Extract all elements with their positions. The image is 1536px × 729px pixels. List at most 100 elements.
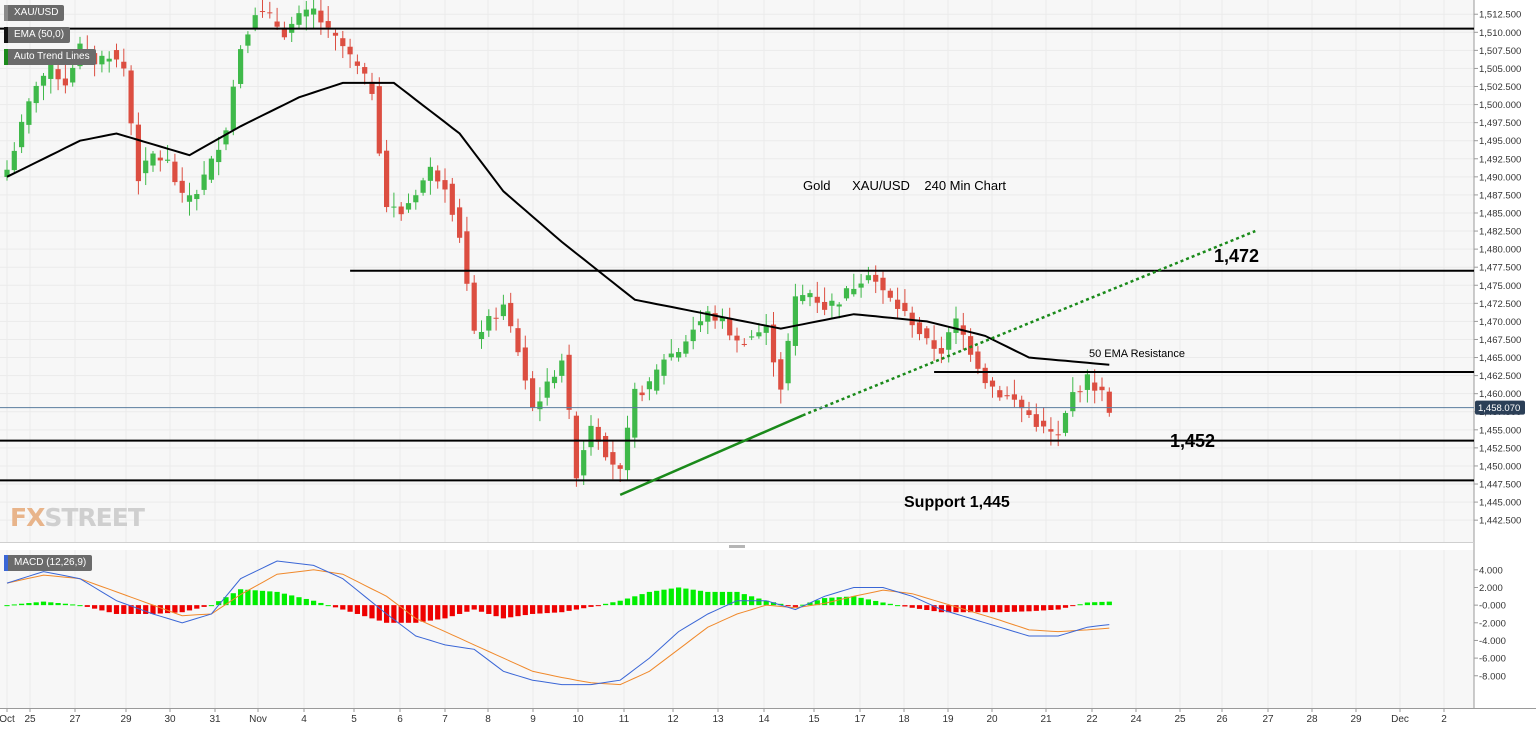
- macd-histogram-bar: [705, 591, 711, 606]
- candle-body: [668, 353, 674, 358]
- candle-body: [690, 329, 696, 342]
- macd-histogram-bar: [1004, 605, 1010, 612]
- candle-body: [551, 376, 558, 384]
- candle-body: [318, 10, 324, 23]
- macd-histogram-bar: [931, 605, 937, 612]
- macd-histogram-bar: [442, 605, 448, 619]
- candle-body: [989, 380, 996, 387]
- macd-histogram-bar: [172, 605, 178, 613]
- support-label: Support 1,445: [904, 494, 1010, 511]
- candle-body: [259, 11, 266, 13]
- candle-body: [1099, 386, 1105, 391]
- date-label: Dec: [1391, 714, 1409, 725]
- candle-body: [1070, 392, 1076, 412]
- ema-badge[interactable]: EMA (50,0): [4, 27, 71, 43]
- macd-histogram-bar: [858, 597, 864, 606]
- candle-body: [924, 328, 930, 339]
- candle-body: [281, 27, 287, 38]
- macd-histogram-bar: [332, 605, 339, 608]
- macd-histogram-bar: [770, 602, 777, 606]
- price-tick-label: 1,477.500: [1479, 263, 1521, 274]
- macd-histogram-bar: [194, 605, 200, 609]
- macd-histogram-bar: [763, 600, 769, 606]
- candle-body: [537, 401, 543, 410]
- candle-body: [274, 21, 280, 27]
- price-tick-label: 1,505.000: [1479, 64, 1521, 75]
- candle-body: [449, 183, 455, 215]
- candle-body: [595, 426, 601, 442]
- candle-body: [11, 150, 17, 171]
- symbol-badge[interactable]: XAU/USD: [4, 5, 65, 21]
- candle-body: [822, 301, 828, 310]
- macd-histogram-bar: [179, 605, 185, 613]
- macd-histogram-bar: [873, 600, 879, 606]
- macd-histogram-bar: [1026, 605, 1032, 612]
- candle-body: [770, 324, 777, 363]
- price-tick-label: 1,485.000: [1479, 208, 1521, 219]
- date-label: 8: [485, 714, 491, 725]
- date-label: 27: [69, 714, 81, 725]
- macd-histogram-bar: [128, 605, 134, 614]
- candle-body: [179, 180, 185, 193]
- price-tick-label: 1,450.000: [1479, 461, 1521, 472]
- macd-histogram-bar: [1019, 605, 1025, 612]
- date-label: 5: [351, 714, 357, 725]
- macd-histogram-bar: [259, 590, 266, 606]
- macd-histogram-bar: [595, 605, 601, 607]
- candle-body: [785, 340, 791, 384]
- date-label: 25: [1174, 714, 1186, 725]
- macd-tick-label: -8.000: [1479, 671, 1506, 682]
- date-label: Nov: [249, 714, 267, 725]
- candle-body: [1077, 391, 1083, 393]
- macd-histogram-bar: [603, 603, 609, 606]
- macd-histogram-bar: [1011, 605, 1017, 612]
- candle-body: [150, 153, 156, 166]
- macd-histogram-bar: [756, 598, 762, 606]
- candle-body: [749, 336, 755, 338]
- candle-body: [172, 161, 178, 183]
- candle-body: [938, 348, 944, 354]
- candle-body: [245, 34, 251, 46]
- candle-body: [895, 299, 901, 309]
- current-price-tag: [1475, 400, 1525, 415]
- macd-tick-label: -2.000: [1479, 618, 1506, 629]
- candle-body: [968, 336, 974, 355]
- trend-lines-badge[interactable]: Auto Trend Lines: [4, 49, 96, 65]
- candle-body: [1041, 420, 1047, 427]
- candle-body: [697, 321, 704, 326]
- date-label: 2: [1441, 714, 1447, 725]
- macd-badge[interactable]: MACD (12,26,9): [4, 555, 93, 571]
- price-tick-label: 1,480.000: [1479, 245, 1521, 256]
- candle-body: [792, 296, 798, 346]
- candle-body: [165, 159, 171, 161]
- candle-body: [515, 328, 521, 353]
- macd-histogram-bar: [208, 605, 214, 607]
- candle-body: [858, 283, 864, 288]
- price-tick-label: 1,510.000: [1479, 28, 1521, 39]
- macd-histogram-bar: [668, 588, 674, 606]
- candle-body: [223, 130, 229, 145]
- pane-resize-handle: [729, 545, 745, 548]
- macd-histogram-bar: [318, 602, 324, 606]
- candle-body: [1106, 391, 1112, 413]
- macd-histogram-bar: [303, 598, 309, 606]
- macd-histogram-bar: [296, 597, 302, 606]
- trend-lines-label: Auto Trend Lines: [14, 51, 90, 62]
- macd-histogram-bar: [398, 605, 404, 623]
- candle-body: [99, 55, 105, 65]
- candle-body: [1004, 395, 1010, 397]
- macd-histogram-bar: [617, 600, 623, 606]
- price-tick-label: 1,492.500: [1479, 154, 1521, 165]
- macd-histogram-bar: [457, 605, 463, 614]
- candle-body: [384, 150, 390, 208]
- macd-histogram-bar: [405, 605, 412, 623]
- date-label: 11: [619, 714, 630, 725]
- candle-body: [478, 331, 485, 340]
- macd-histogram-bar: [274, 591, 280, 606]
- macd-histogram-bar: [814, 600, 820, 606]
- macd-histogram-bar: [4, 605, 10, 607]
- price-tick-label: 1,512.500: [1479, 10, 1521, 21]
- price-tick-label: 1,500.000: [1479, 100, 1521, 111]
- candle-body: [566, 354, 572, 410]
